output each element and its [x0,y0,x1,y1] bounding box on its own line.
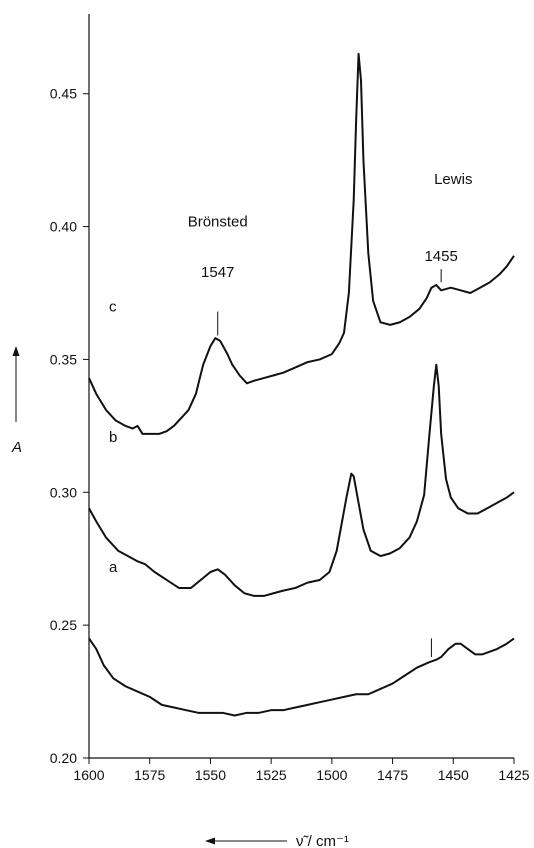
y-axis-label-group: A [11,346,22,456]
annotation: Brönsted [188,214,248,231]
x-tick-label: 1425 [498,767,529,783]
y-tick-label: 0.45 [50,86,77,102]
x-tick-label: 1450 [438,767,469,783]
annotation: Lewis [434,171,472,188]
x-tick-label: 1475 [377,767,408,783]
x-axis-label: ν̃ / cm⁻¹ [296,833,349,848]
series-line-c [88,52,515,435]
annotation-group: Brönsted Lewis 1547 1455 [188,171,473,281]
annotation: 1547 [201,264,234,281]
series-line-b [88,363,515,597]
y-tick-label: 0.30 [50,484,77,500]
series-group: a b c [88,52,515,717]
y-ticks: 0.20 0.25 0.30 0.35 0.40 0.45 [50,86,89,766]
marker-group [217,269,442,658]
x-tick-label: 1500 [316,767,347,783]
x-tick-label: 1600 [73,767,104,783]
x-axis-arrowhead [205,837,215,845]
y-tick-label: 0.35 [50,351,77,367]
annotation: 1455 [424,248,457,265]
series-label-c: c [109,299,117,316]
y-tick-label: 0.25 [50,617,77,633]
axes [88,14,514,759]
series-line-a [88,637,515,717]
x-axis-label-group: ν̃ / cm⁻¹ [205,833,349,848]
x-tick-label: 1550 [195,767,226,783]
y-axis-label: A [11,439,22,456]
series-label-b: b [109,429,117,446]
series-label-a: a [109,559,118,576]
y-axis-arrowhead [12,346,20,356]
y-tick-label: 0.20 [50,750,77,766]
x-tick-label: 1575 [134,767,165,783]
x-ticks: 1600 1575 1550 1525 1500 1475 1450 1425 [73,758,530,783]
y-tick-label: 0.40 [50,219,77,235]
x-tick-label: 1525 [256,767,287,783]
